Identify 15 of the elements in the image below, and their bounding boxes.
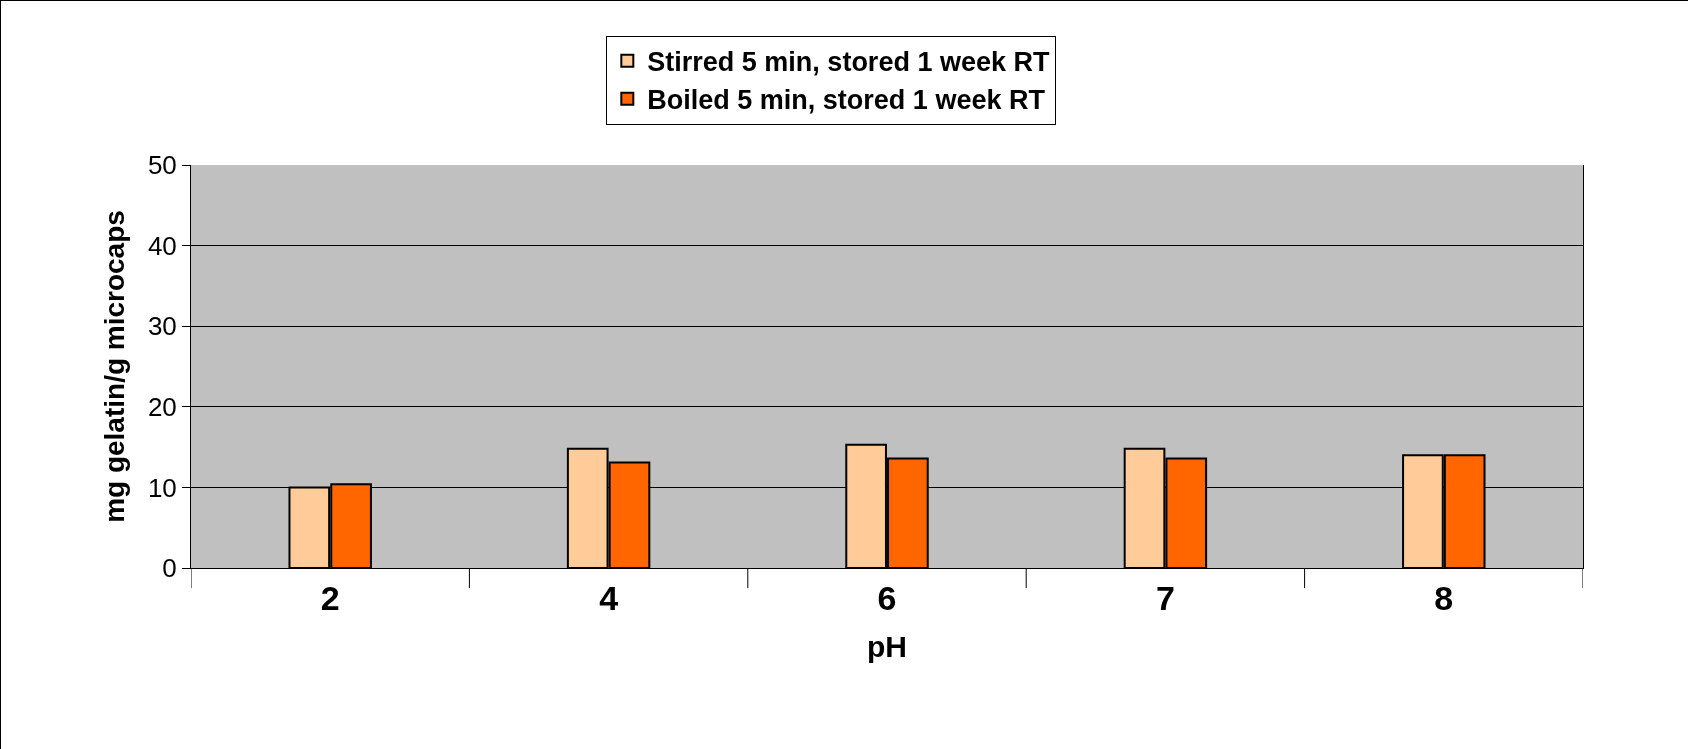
legend-label: Stirred 5 min, stored 1 week RT: [647, 47, 1050, 78]
y-tick-label: 20: [147, 391, 177, 422]
y-tick-label: 10: [147, 472, 177, 503]
x-axis-title: pH: [867, 630, 907, 664]
y-tick-label: 30: [147, 311, 177, 342]
x-tick-label: 6: [877, 578, 897, 617]
y-tick-label: 50: [147, 150, 177, 181]
y-tick-label: 0: [162, 553, 177, 584]
y-axis-title: mg gelatin/g microcaps: [98, 210, 130, 523]
x-tick-label: 2: [320, 578, 340, 617]
y-tick-label: 40: [147, 230, 177, 261]
x-tick-label: 4: [599, 578, 619, 617]
x-tick-label: 7: [1155, 578, 1175, 617]
legend-label: Boiled 5 min, stored 1 week RT: [647, 85, 1046, 116]
x-tick-label: 8: [1434, 578, 1454, 617]
